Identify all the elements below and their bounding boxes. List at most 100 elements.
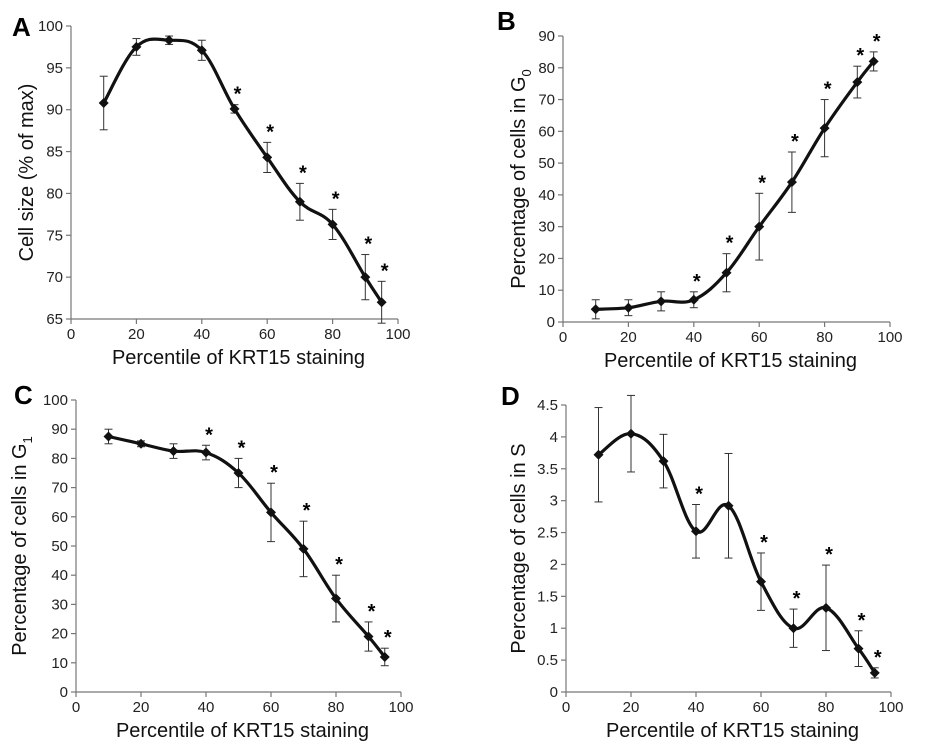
data-point xyxy=(869,667,880,678)
data-point xyxy=(658,456,669,467)
x-tick-label: 80 xyxy=(328,699,345,716)
y-tick-label: 100 xyxy=(43,392,68,409)
data-point xyxy=(266,507,276,518)
data-point xyxy=(298,543,309,554)
x-tick-label: 60 xyxy=(263,699,280,716)
significance-star: * xyxy=(856,45,864,67)
y-tick-label: 30 xyxy=(51,596,68,613)
y-tick-label: 75 xyxy=(46,227,63,244)
x-axis-title: Percentile of KRT15 staining xyxy=(112,347,365,369)
significance-star: * xyxy=(793,588,801,610)
x-tick-label: 60 xyxy=(753,699,770,716)
y-tick-label: 0 xyxy=(60,684,68,701)
data-point xyxy=(788,623,799,634)
panel-b: B 0 10 20 30 40 50 60 70 80 90 0 20 40 60 80 100 Percenti… xyxy=(497,6,903,372)
x-tick-label: 100 xyxy=(385,326,410,343)
significance-star: * xyxy=(825,544,833,566)
y-tick-label: 10 xyxy=(51,655,68,672)
data-point xyxy=(262,152,273,163)
x-tick-label: 80 xyxy=(818,699,835,716)
y-axis-title: Percentage of cells in G0 xyxy=(508,69,534,289)
x-tick-label: 60 xyxy=(259,326,276,343)
significance-star: * xyxy=(858,610,866,632)
y-tick-label: 2.5 xyxy=(537,525,558,542)
x-tick-label: 100 xyxy=(877,329,902,346)
significance-star: * xyxy=(303,500,311,522)
y-tick-label: 60 xyxy=(51,509,68,526)
x-tick-label: 80 xyxy=(816,329,833,346)
y-axis-title-subscript: 1 xyxy=(20,436,35,443)
x-tick-label: 0 xyxy=(72,699,80,716)
x-axis-title: Percentile of KRT15 staining xyxy=(604,350,857,372)
significance-star: * xyxy=(791,131,799,153)
y-tick-label: 40 xyxy=(538,187,555,204)
data-point xyxy=(754,221,765,232)
data-point xyxy=(379,651,390,662)
x-tick-label: 20 xyxy=(620,329,637,346)
series-line xyxy=(106,434,387,659)
y-tick-label: 3 xyxy=(550,493,558,510)
x-tick-label: 20 xyxy=(128,326,145,343)
x-tick-label: 40 xyxy=(198,699,215,716)
data-point xyxy=(868,56,879,67)
series-line xyxy=(596,432,877,675)
data-point xyxy=(103,431,114,442)
data-point xyxy=(363,631,374,642)
x-tick-label: 100 xyxy=(878,699,903,716)
y-tick-label: 65 xyxy=(46,311,63,328)
y-tick-label: 50 xyxy=(538,155,555,172)
data-point xyxy=(656,296,667,307)
x-tick-label: 20 xyxy=(623,699,640,716)
y-tick-label: 0 xyxy=(550,684,558,701)
y-tick-label: 95 xyxy=(46,60,63,77)
data-point xyxy=(376,297,387,308)
y-axis-title: Cell size (% of max) xyxy=(16,84,38,262)
y-tick-label: 0.5 xyxy=(537,652,558,669)
data-point xyxy=(721,267,732,278)
y-tick-label: 1.5 xyxy=(537,588,558,605)
panel-d: D 0 0.5 1 1.5 2 2.5 3 3.5 4 4.5 0 20 40 60 80 100 Percent… xyxy=(501,381,904,742)
x-tick-label: 0 xyxy=(559,329,567,346)
y-tick-label: 70 xyxy=(51,480,68,497)
y-tick-label: 10 xyxy=(538,282,555,299)
x-tick-label: 100 xyxy=(388,699,413,716)
significance-star: * xyxy=(695,483,703,505)
x-axis-title: Percentile of KRT15 staining xyxy=(606,720,859,742)
data-point xyxy=(360,272,371,283)
y-tick-label: 70 xyxy=(46,269,63,286)
significance-star: * xyxy=(824,79,832,101)
data-point xyxy=(327,219,338,230)
data-point xyxy=(136,438,146,449)
data-point xyxy=(168,446,179,457)
data-point xyxy=(623,302,634,313)
data-point xyxy=(853,643,864,654)
significance-star: * xyxy=(335,554,343,576)
data-point xyxy=(786,177,797,188)
data-point xyxy=(821,602,831,613)
data-point xyxy=(852,77,863,88)
y-tick-label: 20 xyxy=(51,626,68,643)
data-point xyxy=(233,468,244,478)
data-point xyxy=(593,449,604,460)
y-tick-label: 0 xyxy=(547,314,555,331)
y-tick-label: 3.5 xyxy=(537,461,558,478)
x-tick-label: 20 xyxy=(133,699,150,716)
data-point xyxy=(164,35,175,46)
y-tick-label: 4.5 xyxy=(537,397,558,414)
x-tick-label: 60 xyxy=(751,329,768,346)
significance-star: * xyxy=(270,462,278,484)
significance-star: * xyxy=(234,84,242,106)
significance-star: * xyxy=(332,188,340,210)
significance-star: * xyxy=(693,271,701,293)
data-point xyxy=(294,196,305,207)
y-tick-label: 80 xyxy=(538,60,555,77)
data-point xyxy=(331,593,341,604)
y-tick-label: 90 xyxy=(46,102,63,119)
panel-a: A 65 70 75 80 85 90 95 100 0 20 40 60 80 100 Percentile… xyxy=(12,12,411,369)
data-point xyxy=(98,98,109,109)
panel-letter: D xyxy=(501,381,520,411)
y-tick-label: 60 xyxy=(538,123,555,140)
significance-star: * xyxy=(364,234,372,256)
y-axis-title: Percentage of cells in G1 xyxy=(9,436,35,656)
y-tick-label: 80 xyxy=(46,185,63,202)
